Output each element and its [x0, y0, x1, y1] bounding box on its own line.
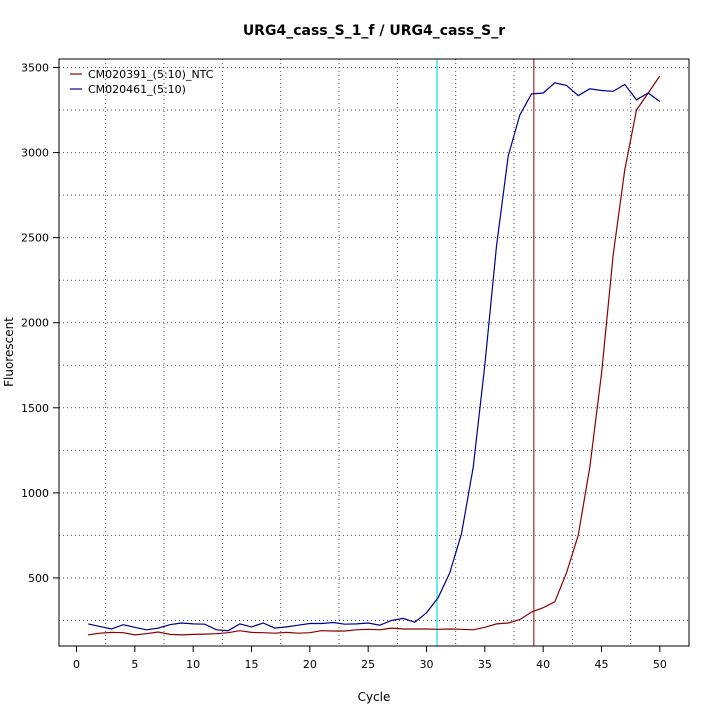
series-line	[88, 75, 661, 636]
x-tick-label: 40	[536, 658, 550, 671]
x-tick-label: 35	[478, 658, 492, 671]
x-tick-label: 20	[303, 658, 317, 671]
legend-entry: CM020391_(5:10)_NTC	[88, 68, 214, 81]
y-tick-label: 3500	[21, 62, 49, 75]
x-tick-label: 25	[361, 658, 375, 671]
y-tick-label: 1000	[21, 487, 49, 500]
x-tick-label: 50	[653, 658, 667, 671]
x-tick-label: 15	[245, 658, 259, 671]
y-tick-label: 1500	[21, 402, 49, 415]
chart-title: URG4_cass_S_1_f / URG4_cass_S_r	[243, 23, 505, 39]
legend-entry: CM020461_(5:10)	[88, 83, 186, 96]
plot-frame	[58, 58, 690, 647]
x-axis: 0 5 10 15 20 25 30 35 40 45 50	[73, 646, 667, 671]
y-tick-label: 500	[28, 572, 49, 585]
y-tick-label: 2000	[21, 317, 49, 330]
grid	[59, 59, 689, 646]
x-tick-label: 30	[420, 658, 434, 671]
y-axis-label: Fluorescent	[2, 317, 16, 387]
x-tick-label: 5	[131, 658, 138, 671]
y-tick-label: 2500	[21, 232, 49, 245]
series-line	[88, 82, 661, 632]
threshold-lines	[436, 59, 535, 646]
x-tick-label: 0	[73, 658, 80, 671]
x-tick-label: 45	[595, 658, 609, 671]
x-axis-label: Cycle	[358, 690, 391, 704]
y-axis: 500 1000 1500 2000 2500 3000 3500	[21, 62, 59, 585]
y-tick-label: 3000	[21, 147, 49, 160]
legend: CM020391_(5:10)_NTC CM020461_(5:10)	[70, 68, 214, 96]
x-tick-label: 10	[186, 658, 200, 671]
series-group	[88, 75, 661, 636]
